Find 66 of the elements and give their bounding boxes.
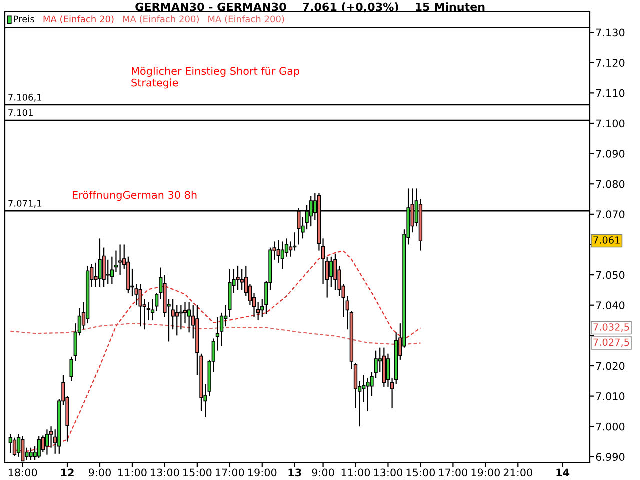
- y-tick-label: 7.100: [596, 120, 625, 128]
- y-tick-label: 7.010: [596, 392, 625, 400]
- text: MA (Einfach 20): [44, 16, 114, 24]
- x-tick-label: 9:00: [312, 468, 334, 477]
- y-tick-label: 7.070: [596, 210, 625, 219]
- x-tick-label: 14: [556, 468, 570, 476]
- candlestick: [106, 259, 110, 285]
- candlestick: [16, 434, 21, 458]
- y-tick-label: 7.050: [596, 271, 625, 280]
- candlestick: [187, 302, 192, 334]
- x-tick-label: 17:00: [216, 468, 244, 477]
- x-tick-label: 15:00: [406, 468, 436, 477]
- x-tick-label: 18:00: [8, 468, 38, 477]
- y-tick-label: 7.090: [596, 150, 625, 158]
- candlestick: [138, 284, 142, 328]
- candlestick: [240, 268, 244, 291]
- candlestick: [12, 437, 17, 457]
- ref-line-label: 7.101: [8, 109, 33, 116]
- x-tick-label: 13: [288, 468, 302, 477]
- candlestick: [220, 312, 224, 347]
- x-tick-label: 17:00: [439, 468, 468, 477]
- candlestick: [175, 304, 179, 336]
- x-tick-label: 19:00: [472, 468, 500, 477]
- x-tick-label: 9:00: [88, 468, 111, 477]
- y-tick-label: 7.080: [596, 180, 625, 188]
- candlestick: [45, 429, 50, 456]
- text: MA (Einfach 200): [123, 16, 199, 24]
- legend-label: MA (Einfach 200): [208, 16, 284, 24]
- candlestick: [284, 238, 289, 258]
- candlestick: [236, 265, 240, 291]
- candlestick: [288, 241, 293, 258]
- candlestick: [330, 256, 334, 288]
- x-tick-label: 19:00: [248, 468, 277, 477]
- annotation: 7.061: [594, 236, 620, 244]
- y-tick-label: 7.120: [596, 59, 625, 67]
- candlestick: [179, 304, 184, 330]
- chart-title: GERMAN30 - GERMAN30 7.061 (+0,03%) 15 Minuten: [136, 2, 485, 13]
- annotation: Möglicher Einstieg Short für Gap Strategie: [132, 67, 300, 89]
- candlestick: [118, 244, 122, 276]
- x-tick-label: 13:00: [374, 468, 403, 477]
- candlestick: [8, 434, 13, 454]
- y-tick-label: 7.110: [596, 89, 625, 98]
- annotation: 7.032,5: [594, 324, 630, 332]
- y-tick-label: 7.040: [596, 302, 625, 310]
- candlestick: [29, 447, 33, 461]
- legend-label: Preis: [14, 16, 34, 23]
- x-tick-label: 21:00: [504, 468, 532, 477]
- y-tick-label: 7.020: [596, 362, 625, 370]
- annotation: 7.027,5: [594, 338, 630, 348]
- candlestick: [280, 241, 285, 270]
- y-tick-label: 7.000: [596, 422, 625, 431]
- ref-line-label: 7.071,1: [8, 200, 42, 208]
- candlestick: [366, 378, 370, 412]
- candlestick: [98, 238, 102, 288]
- x-tick-label: 12: [61, 468, 74, 476]
- x-tick-label: 15:00: [184, 468, 212, 477]
- y-tick-label: 7.130: [596, 28, 625, 37]
- candlestick: [183, 302, 188, 324]
- annotation: EröffnungGerman 30 8h: [73, 191, 197, 202]
- candlestick: [146, 302, 151, 322]
- ref-line-label: 7.106,1: [8, 94, 42, 102]
- y-tick-label: 6.990: [596, 453, 625, 462]
- candlestick: [37, 436, 41, 459]
- x-tick-label: 11:00: [342, 468, 370, 477]
- x-tick-label: 11:00: [118, 468, 147, 477]
- x-tick-label: 13:00: [151, 468, 180, 477]
